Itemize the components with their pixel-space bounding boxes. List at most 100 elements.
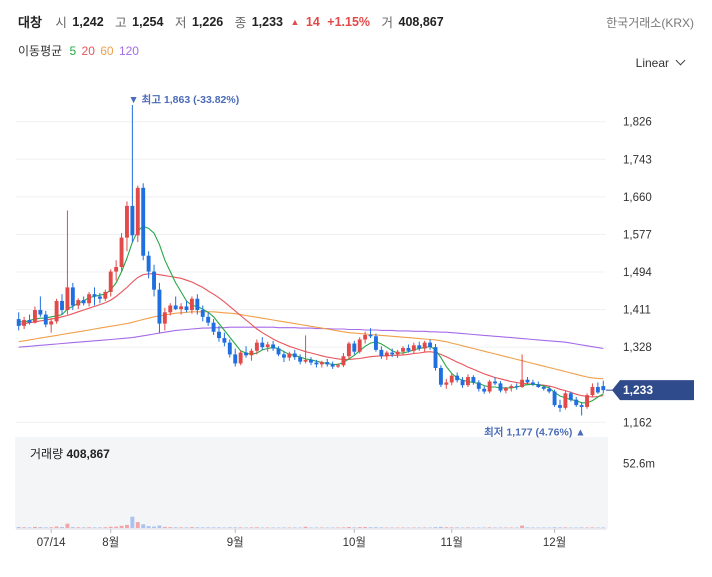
ma-60-label[interactable]: 60: [100, 44, 114, 58]
candle-body: [22, 319, 27, 326]
candle-body: [541, 386, 546, 389]
volume-bar: [525, 527, 530, 528]
volume-label: 거: [381, 16, 394, 30]
candle-body: [493, 381, 497, 384]
candle-body: [309, 359, 313, 363]
candle-body: [162, 312, 167, 324]
volume-bar: [135, 522, 140, 528]
candle-body: [579, 405, 584, 407]
candle-body: [379, 349, 384, 357]
moving-average-legend: 이동평균 5 20 60 120: [18, 42, 143, 59]
volume-bar: [558, 527, 562, 528]
candle-body: [487, 381, 492, 392]
candle-body: [168, 305, 173, 313]
candle-body: [460, 380, 465, 386]
high-value: 1,254: [132, 14, 164, 29]
y-tick-label: 1,411: [623, 305, 651, 317]
open-label: 시: [55, 16, 67, 30]
candle-body: [449, 375, 454, 383]
candle-body: [406, 348, 411, 351]
volume-bar: [152, 526, 156, 528]
candle-body: [244, 352, 248, 356]
max-price-annotation: ▼ 최고 1,863 (-33.82%): [128, 93, 239, 106]
volume-bar: [114, 526, 119, 528]
volume-bar: [16, 527, 21, 528]
volume-bar: [211, 527, 216, 528]
open-value: 1,242: [72, 14, 104, 29]
volume-bar: [254, 527, 259, 528]
ma5-line: [18, 225, 604, 404]
price-axis: 1,826 1,743 1,660 1,577 1,494 1,411 1,328 1,162…: [623, 117, 655, 471]
candle-body: [401, 348, 405, 352]
candle-body: [336, 365, 341, 367]
volume-bar: [238, 527, 243, 528]
candle-body: [119, 237, 124, 268]
candle-body: [530, 382, 535, 385]
candle-body: [536, 384, 541, 387]
candle-body: [38, 310, 43, 315]
volume-bars: [16, 516, 606, 528]
high-label: 고: [115, 16, 127, 30]
volume-bar: [563, 527, 568, 528]
change-percent: +1.15%: [327, 14, 371, 29]
candle-body: [433, 347, 438, 368]
candle-body: [438, 367, 443, 385]
candle-body: [520, 379, 525, 387]
volume-bar: [27, 527, 32, 528]
volume-bar: [200, 527, 205, 528]
scale-dropdown[interactable]: Linear: [636, 55, 686, 70]
volume-bar: [444, 527, 449, 528]
min-price-annotation: 최저 1,177 (4.76%) ▲: [484, 426, 586, 439]
volume-bar: [76, 527, 81, 528]
candle-body: [525, 379, 530, 383]
candle-body: [222, 338, 227, 343]
volume-bar: [49, 527, 54, 528]
volume-bar: [146, 526, 151, 528]
volume-bar: [70, 527, 75, 528]
candle-body: [574, 399, 579, 406]
candle-body: [92, 294, 97, 297]
volume-bar: [195, 527, 200, 528]
ma-20-label[interactable]: 20: [81, 44, 95, 58]
candle-body: [314, 362, 319, 365]
candle-body: [189, 298, 194, 311]
volume-bar: [590, 527, 595, 528]
candle-body: [27, 319, 32, 323]
x-tick-label: 07/14: [37, 537, 66, 549]
x-tick-label: 11월: [440, 536, 463, 549]
candle-body: [76, 300, 81, 306]
current-price-badge: [612, 380, 694, 401]
candle-body: [298, 357, 303, 362]
y-tick-label: 1,162: [623, 417, 652, 429]
volume-bar: [32, 526, 37, 528]
candle-body: [271, 344, 276, 349]
volume-bar: [125, 524, 129, 528]
up-arrow-icon: ▲: [290, 16, 300, 27]
candle-body: [276, 348, 281, 355]
candle-body: [466, 377, 470, 386]
candle-body: [287, 353, 292, 358]
volume-panel-value: 408,867: [66, 447, 110, 461]
volume-bar: [108, 526, 113, 528]
candle-body: [103, 291, 108, 299]
volume-bar: [579, 527, 584, 528]
candle-body: [32, 310, 37, 323]
x-tick-label: 8월: [102, 536, 119, 549]
candle-body: [54, 300, 59, 322]
candle-body: [16, 319, 21, 326]
low-value: 1,226: [191, 14, 224, 29]
candle-body: [384, 352, 389, 357]
ma-5-label[interactable]: 5: [69, 44, 77, 58]
ma60-line: [18, 311, 604, 380]
candle-body: [330, 364, 335, 367]
volume-bar: [433, 527, 438, 528]
volume-bar: [189, 527, 194, 528]
candle-body: [87, 294, 92, 304]
ma-120-label[interactable]: 120: [118, 44, 139, 58]
volume-bar: [157, 525, 162, 528]
x-tick-label: 12월: [543, 536, 566, 549]
volume-bar: [357, 527, 362, 528]
candle-body: [422, 342, 427, 349]
candle-body: [471, 377, 476, 383]
